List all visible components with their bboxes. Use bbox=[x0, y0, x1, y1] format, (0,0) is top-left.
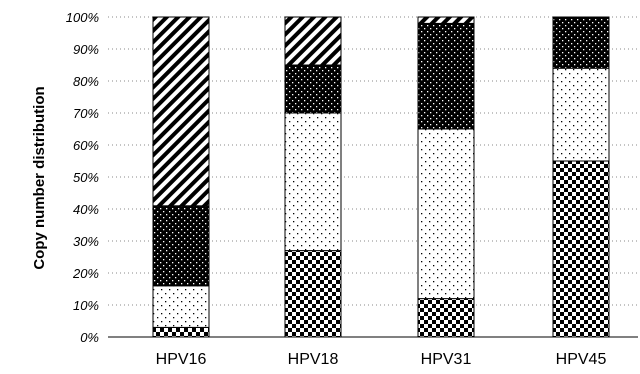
bar-segment-diagonal-stripes bbox=[152, 16, 210, 207]
y-tick-label: 20% bbox=[72, 266, 99, 281]
y-tick-label: 40% bbox=[73, 202, 99, 217]
y-tick-label: 10% bbox=[73, 298, 99, 313]
bar-segment-sparse-dots bbox=[284, 112, 342, 252]
bar-segment-diagonal-stripes bbox=[417, 16, 475, 24]
bars bbox=[152, 16, 610, 338]
y-tick-label: 70% bbox=[73, 106, 99, 121]
y-axis-title: Copy number distribution bbox=[31, 86, 48, 269]
x-category-label: HPV45 bbox=[556, 351, 607, 368]
bar-segment-diagonal-stripes bbox=[284, 16, 342, 66]
x-category-labels: HPV16 HPV18 HPV31 HPV45 bbox=[156, 351, 607, 368]
bar-segment-dark-dots bbox=[284, 64, 342, 114]
y-tick-label: 60% bbox=[73, 138, 99, 153]
bar-segment-checker bbox=[417, 298, 475, 338]
bar-segment-sparse-dots bbox=[152, 285, 210, 328]
y-tick-labels: 0% 10% 20% 30% 40% 50% 60% 70% 80% 90% 100% bbox=[66, 10, 99, 345]
y-tick-label: 0% bbox=[80, 330, 99, 345]
bar-segment-dark-dots bbox=[152, 205, 210, 287]
bar-segment-dark-dots bbox=[417, 22, 475, 130]
bar-segment-sparse-dots bbox=[552, 67, 610, 162]
bar-segment-checker bbox=[552, 160, 610, 338]
y-tick-label: 80% bbox=[73, 74, 99, 89]
bar-segment-checker bbox=[152, 326, 210, 338]
x-category-label: HPV16 bbox=[156, 351, 207, 368]
bar-segment-sparse-dots bbox=[417, 128, 475, 300]
x-category-label: HPV31 bbox=[421, 351, 472, 368]
y-tick-label: 90% bbox=[73, 42, 99, 57]
y-tick-label: 30% bbox=[73, 234, 99, 249]
bar-segment-dark-dots bbox=[552, 16, 610, 69]
bar-segment-checker bbox=[284, 250, 342, 338]
y-tick-label: 50% bbox=[73, 170, 99, 185]
y-tick-label: 100% bbox=[66, 10, 99, 25]
x-category-label: HPV18 bbox=[288, 351, 339, 368]
